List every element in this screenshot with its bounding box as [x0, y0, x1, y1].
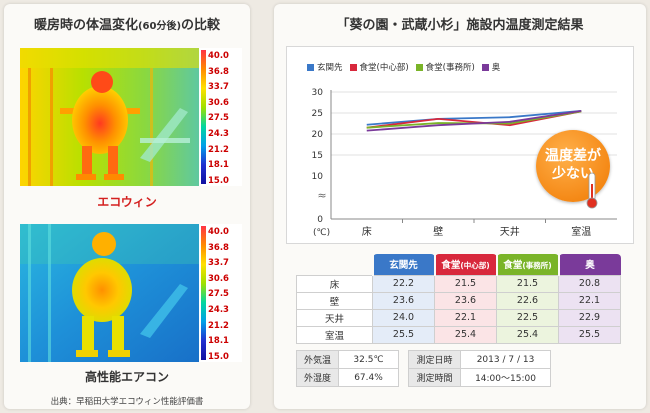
scale-tick-label: 18.1	[208, 160, 229, 171]
legend-swatch	[481, 64, 489, 71]
outside-temp-label: 外気温	[296, 350, 339, 369]
temperature-results-panel: 「葵の園・武蔵小杉」施設内温度測定結果 玄関先 食堂(中心部) 食堂(事務所) 奥 0…	[274, 4, 646, 409]
legend-label: 食堂(中心部)	[359, 63, 409, 73]
y-tick-label: 20	[312, 130, 324, 140]
table-row: 天井 24.0 22.1 22.5 22.9	[296, 308, 621, 327]
legend-swatch	[415, 64, 423, 71]
table-corner	[297, 254, 373, 275]
x-tick-label: 室温	[571, 225, 591, 238]
table-cell: 21.5	[434, 274, 497, 293]
outside-temp-value: 32.5℃	[338, 350, 399, 369]
scale-tick-label: 21.2	[208, 144, 229, 155]
scale-tick-label: 36.8	[208, 242, 229, 253]
scale-tick-label: 21.2	[208, 320, 229, 331]
row-label: 壁	[296, 291, 373, 310]
row-label: 床	[296, 274, 373, 293]
table-row: 床 22.2 21.5 21.5 20.8	[296, 274, 621, 293]
y-tick-label: 30	[312, 88, 324, 98]
thermal-panel-title: 暖房時の体温変化(60分後)の比較	[33, 18, 221, 33]
small-difference-badge: 温度差が 少ない	[536, 130, 610, 202]
series-line	[366, 110, 582, 132]
thermal-image-ecowin: 40.0 36.8 33.7 30.6 27.5 24.3 21.2 18.1 15.0	[20, 48, 242, 186]
date-label: 測定日時	[408, 350, 461, 369]
scale-tick-label: 36.8	[208, 66, 229, 77]
time-label: 測定時間	[408, 368, 461, 387]
legend-swatch	[349, 64, 357, 71]
scale-gradient-bar	[201, 50, 206, 184]
caption-aircon: 高性能エアコン	[84, 370, 169, 384]
scale-tick-label: 15.0	[208, 175, 229, 186]
thermal-picture-ecowin	[20, 48, 199, 186]
scale-tick-label: 33.7	[208, 82, 229, 93]
y-tick-label: 0	[317, 215, 323, 225]
scale-tick-label: 30.6	[208, 97, 229, 108]
table-column-header: 食堂(事務所)	[495, 254, 559, 275]
temperature-table: 玄関先 食堂(中心部) 食堂(事務所) 奥床 22.2 21.5 21.5 20.8 壁 23.6…	[296, 254, 621, 344]
scale-tick-label: 15.0	[208, 351, 229, 362]
table-cell: 22.2	[372, 274, 435, 293]
x-tick-label: 壁	[433, 225, 443, 238]
scale-tick-label: 27.5	[208, 289, 229, 300]
scale-tick-label: 18.1	[208, 336, 229, 347]
table-column-header: 玄関先	[371, 254, 435, 275]
y-unit-label: (℃)	[313, 228, 330, 238]
temperature-scale-2: 40.0 36.8 33.7 30.6 27.5 24.3 21.2 18.1 15.0	[199, 224, 242, 362]
table-cell: 22.9	[558, 308, 621, 327]
series-line	[366, 110, 582, 126]
table-cell: 25.4	[434, 325, 497, 344]
temperature-scale-1: 40.0 36.8 33.7 30.6 27.5 24.3 21.2 18.1 15.0	[199, 48, 242, 186]
scale-tick-label: 40.0	[208, 227, 229, 237]
table-cell: 20.8	[558, 274, 621, 293]
table-cell: 24.0	[372, 308, 435, 327]
source-note: 出典：早稲田大学エコウィン性能評価書	[50, 397, 204, 407]
measurement-info-table: 外気温 32.5℃ 測定日時 2013 / 7 / 13 外湿度 67.4% 測…	[296, 350, 551, 387]
legend-label: 奥	[491, 63, 501, 73]
table-cell: 22.6	[496, 291, 559, 310]
legend-label: 玄関先	[317, 63, 343, 73]
table-cell: 25.4	[496, 325, 559, 344]
thermal-comparison-panel: 暖房時の体温変化(60分後)の比較	[4, 4, 250, 409]
caption-ecowin: エコウィン	[97, 195, 157, 209]
table-cell: 22.1	[434, 308, 497, 327]
thermal-image-aircon: 40.0 36.8 33.7 30.6 27.5 24.3 21.2 18.1 15.0	[20, 224, 242, 362]
scale-tick-label: 40.0	[208, 51, 229, 61]
row-label: 室温	[296, 325, 373, 344]
thermal-picture-aircon	[20, 224, 199, 362]
legend-swatch	[307, 64, 314, 71]
scale-tick-label: 33.7	[208, 258, 229, 269]
row-label: 天井	[296, 308, 373, 327]
table-column-header: 食堂(中心部)	[433, 254, 497, 275]
temperature-line-chart: 0 10 15 20 25 30 ≈ (℃) 床 壁 天井 室温	[312, 88, 617, 238]
results-panel-title: 「葵の園・武蔵小杉」施設内温度測定結果	[336, 18, 584, 33]
outside-humidity-label: 外湿度	[296, 368, 339, 387]
x-tick-label: 天井	[500, 225, 520, 238]
y-tick-label: 15	[312, 151, 323, 161]
thermometer-icon	[586, 172, 598, 209]
table-cell: 22.5	[496, 308, 559, 327]
legend-label: 食堂(事務所)	[425, 63, 475, 73]
x-tick-label: 床	[362, 225, 372, 238]
table-cell: 25.5	[372, 325, 435, 344]
chart-legend: 玄関先 食堂(中心部) 食堂(事務所) 奥	[307, 61, 507, 73]
y-tick-label: 10	[312, 172, 324, 182]
table-row: 壁 23.6 23.6 22.6 22.1	[296, 291, 621, 310]
scale-tick-label: 27.5	[208, 113, 229, 124]
scale-tick-label: 30.6	[208, 273, 229, 284]
table-column-header: 奥	[557, 254, 621, 275]
axis-break-mark: ≈	[317, 189, 326, 202]
table-row: 室温 25.5 25.4 25.4 25.5	[296, 325, 621, 344]
scale-tick-label: 24.3	[208, 305, 229, 315]
y-tick-label: 25	[312, 109, 323, 119]
scale-gradient-bar	[201, 226, 206, 360]
table-cell: 21.5	[496, 274, 559, 293]
table-cell: 23.6	[434, 291, 497, 310]
table-cell: 22.1	[558, 291, 621, 310]
table-cell: 25.5	[558, 325, 621, 344]
outside-humidity-value: 67.4%	[338, 368, 399, 387]
time-value: 14:00〜15:00	[460, 368, 551, 387]
table-cell: 23.6	[372, 291, 435, 310]
date-value: 2013 / 7 / 13	[460, 350, 551, 369]
scale-tick-label: 24.3	[208, 129, 229, 139]
